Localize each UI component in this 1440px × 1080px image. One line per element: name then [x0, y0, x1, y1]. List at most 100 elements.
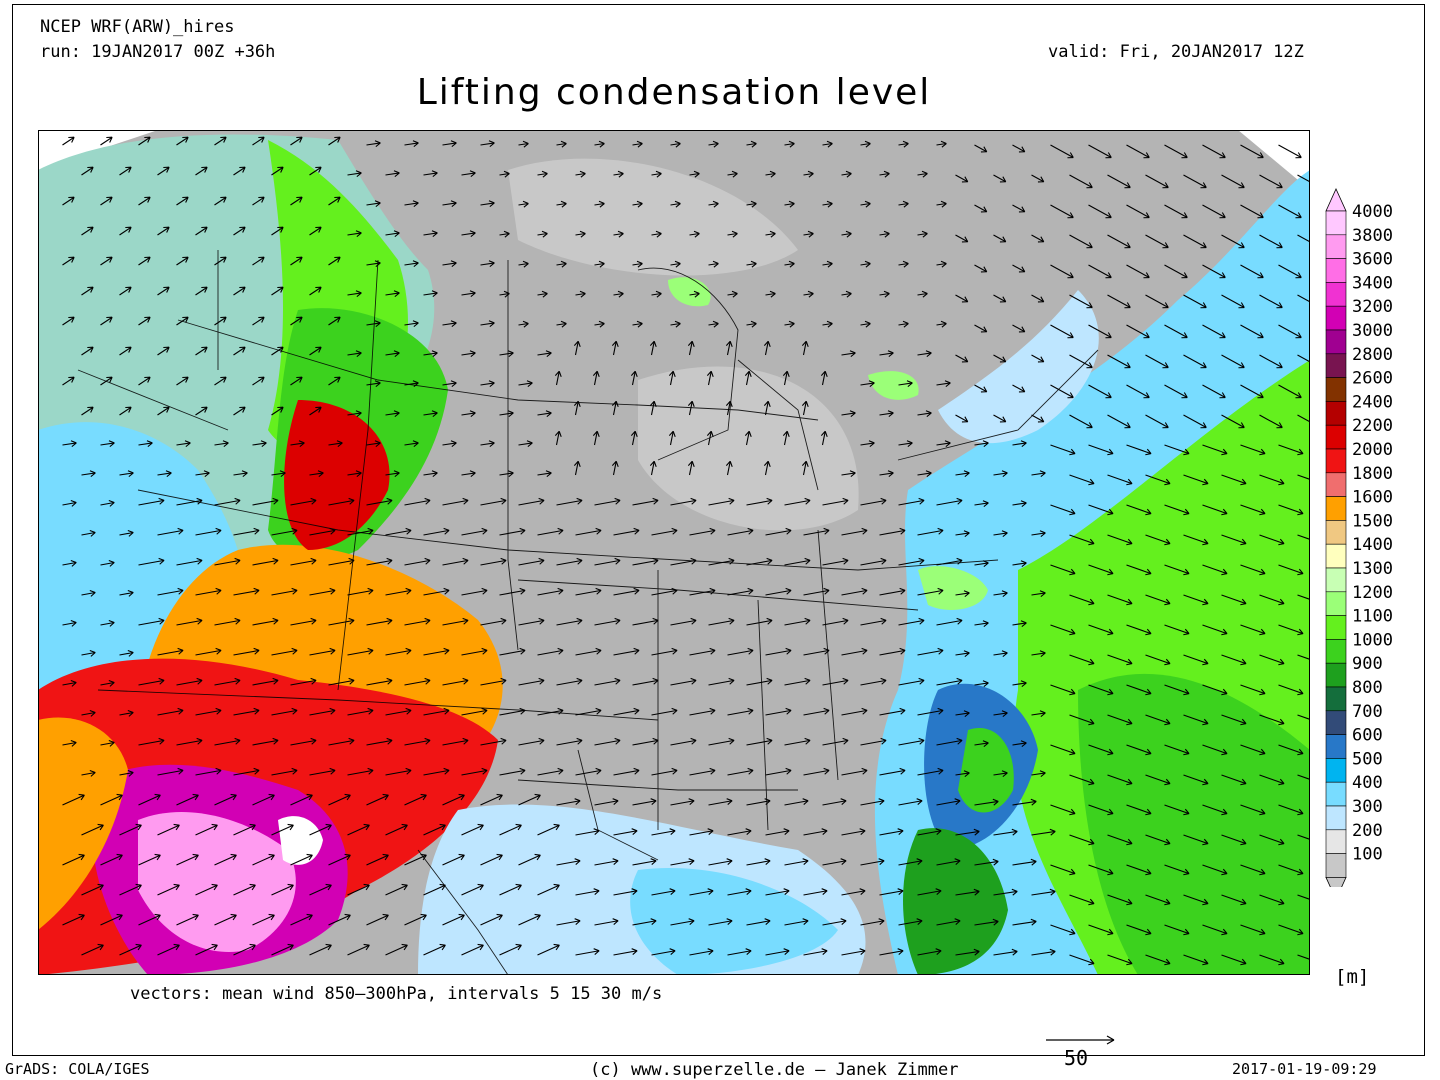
wind-vector-head	[1183, 748, 1190, 756]
wind-vector	[252, 854, 275, 866]
wind-vector	[119, 771, 134, 776]
wind-vector-head	[158, 617, 165, 625]
wind-vector	[328, 854, 351, 866]
wind-vector-head	[935, 888, 942, 896]
wind-vector	[594, 619, 621, 626]
wind-vector	[841, 769, 868, 776]
wind-vector	[1278, 264, 1302, 279]
wind-vector	[271, 709, 298, 716]
wind-vector	[1031, 174, 1045, 183]
wind-vector	[594, 860, 619, 866]
wind-vector-head	[1107, 688, 1114, 696]
wind-vector	[119, 884, 142, 896]
wind-vector	[765, 950, 790, 956]
wind-vector-head	[961, 236, 969, 243]
wind-vector	[822, 860, 847, 866]
wind-vector-head	[87, 166, 94, 173]
wind-vector	[974, 860, 999, 866]
wind-vector-head	[1181, 212, 1188, 219]
wind-vector	[1221, 174, 1245, 189]
color-legend: 4000380036003400320030002800260024002200…	[1325, 188, 1393, 887]
wind-vector-head	[1164, 778, 1171, 786]
wind-vector	[1183, 894, 1209, 905]
wind-vector	[537, 589, 564, 596]
wind-vector	[1107, 474, 1133, 485]
wind-vector	[917, 352, 932, 356]
wind-vector	[556, 142, 567, 146]
legend-label: 1600	[1352, 488, 1393, 508]
wind-vector-head	[1124, 362, 1131, 369]
wind-vector-head	[944, 380, 951, 388]
wind-vector	[62, 561, 77, 566]
wind-vector-head	[921, 230, 928, 238]
wind-vector	[574, 341, 579, 356]
wind-vector-head	[868, 380, 875, 388]
wind-vector-head	[1221, 448, 1228, 456]
wind-vector	[176, 376, 189, 386]
wind-vector	[955, 830, 980, 836]
wind-vector-head	[1297, 808, 1304, 816]
wind-vector-head	[68, 196, 75, 203]
wind-vector	[993, 592, 1008, 596]
wind-vector-head	[980, 266, 988, 273]
wind-vector	[138, 316, 151, 326]
legend-swatch	[1325, 282, 1347, 307]
wind-vector-head	[883, 170, 890, 178]
wind-vector	[651, 649, 678, 656]
wind-vector	[157, 166, 170, 176]
wind-vector-head	[573, 400, 581, 407]
wind-vector	[499, 709, 526, 716]
wind-vector-head	[769, 230, 776, 238]
wind-vector-head	[652, 557, 659, 565]
wind-vector	[290, 559, 317, 566]
wind-vector	[1088, 624, 1114, 635]
wind-vector	[917, 172, 928, 176]
wind-vector	[1088, 264, 1112, 279]
wind-vector-head	[87, 346, 94, 353]
wind-vector	[1202, 384, 1226, 399]
wind-vector-head	[1221, 808, 1228, 816]
wind-vector-head	[961, 176, 969, 183]
wind-vector-head	[182, 196, 189, 203]
wind-vector-head	[1221, 628, 1228, 636]
wind-vector-head	[1278, 598, 1285, 606]
legend-label: 1800	[1352, 464, 1393, 484]
wind-vector-head	[1257, 152, 1264, 159]
wind-vector	[499, 824, 522, 836]
wind-vector	[252, 794, 275, 806]
wind-vector	[119, 226, 132, 236]
wind-vector-head	[925, 350, 932, 358]
wind-vector	[974, 682, 989, 686]
wind-vector-head	[458, 853, 465, 861]
wind-vector	[841, 589, 868, 596]
wind-vector-head	[963, 590, 970, 598]
wind-vector-head	[842, 617, 849, 625]
wind-vector	[822, 202, 833, 206]
wind-vector-head	[1020, 440, 1027, 448]
wind-vector-head	[1219, 392, 1226, 399]
wind-vector-head	[763, 400, 771, 407]
wind-vector	[423, 709, 450, 716]
wind-vector-head	[897, 888, 904, 896]
wind-vector	[727, 709, 754, 716]
wind-vector-head	[68, 316, 75, 323]
wind-vector	[651, 890, 676, 896]
wind-vector-head	[557, 647, 564, 655]
wind-vector-head	[1200, 422, 1207, 429]
wind-vector-head	[201, 346, 208, 353]
wind-vector-head	[1126, 898, 1133, 906]
legend-bottom-arrow-icon	[1325, 877, 1347, 887]
wind-vector	[1107, 714, 1133, 725]
wind-vector	[993, 532, 1008, 536]
wind-vector-head	[401, 883, 408, 891]
wind-vector-head	[481, 587, 488, 595]
wind-vector	[689, 709, 716, 716]
wind-vector	[461, 412, 476, 416]
wind-vector-head	[1219, 332, 1226, 339]
wind-vector-head	[469, 290, 476, 298]
wind-vector-head	[769, 170, 776, 178]
wind-vector	[746, 679, 773, 686]
wind-vector-head	[355, 470, 362, 478]
wind-vector	[802, 341, 807, 356]
wind-vector-head	[731, 290, 738, 298]
